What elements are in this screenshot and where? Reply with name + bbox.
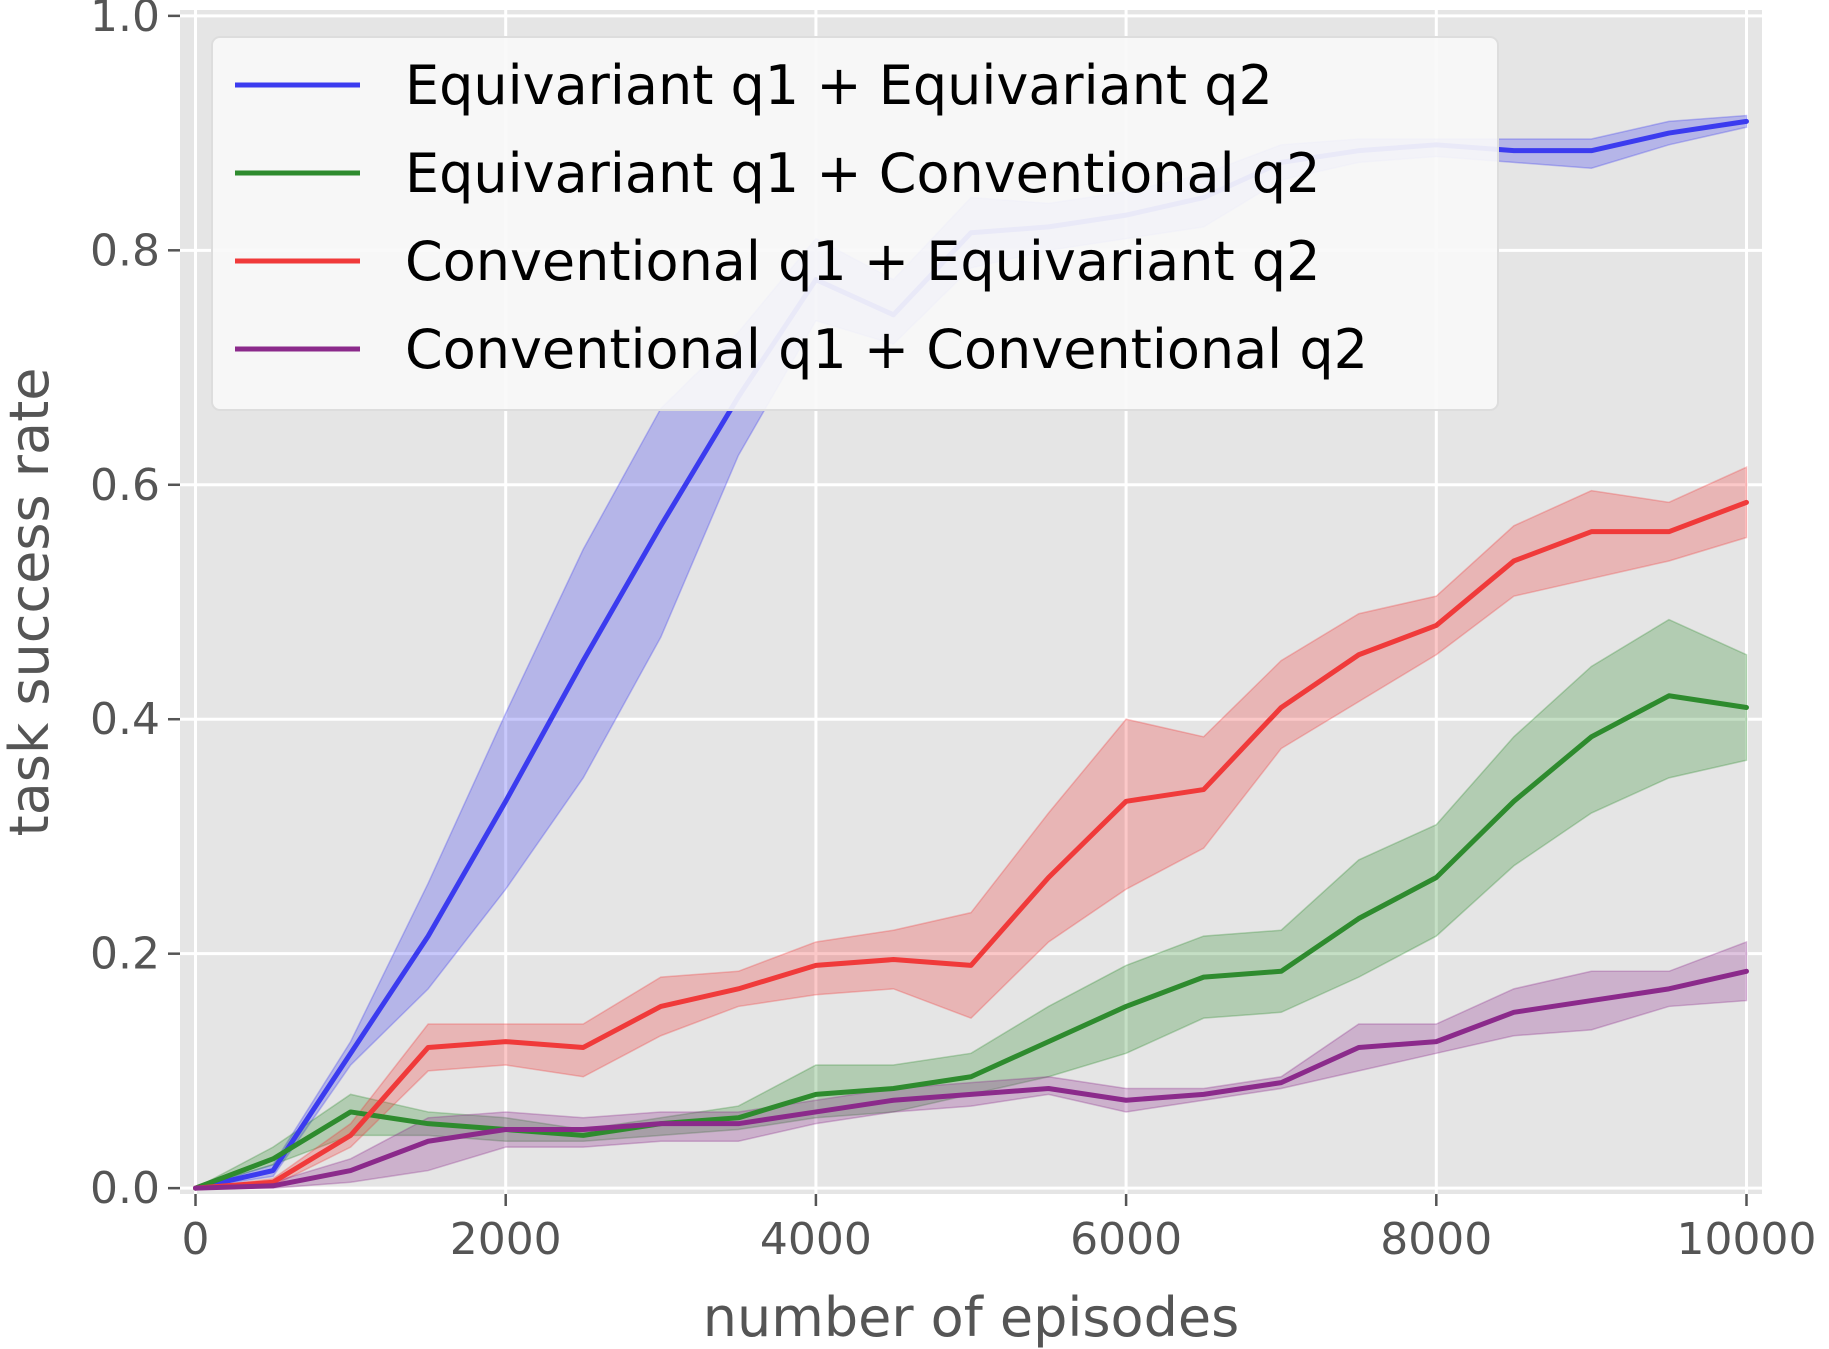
series-line-equivariant-q1-conventional-q2 (193, 693, 1749, 1191)
y-tick-label: 0.2 (90, 929, 160, 980)
x-axis-label: number of episodes (703, 1286, 1239, 1349)
x-tick-label: 10000 (1676, 1214, 1816, 1265)
legend-box (211, 36, 1499, 411)
legend-label-equivariant-q1-conventional-q2: Equivariant q1 + Conventional q2 (405, 142, 1320, 205)
x-tick-label: 4000 (760, 1214, 872, 1265)
series-line-conventional-q1-conventional-q2 (193, 968, 1749, 1191)
y-tick-label: 0.4 (90, 694, 160, 745)
y-tick-label: 1.0 (90, 0, 160, 42)
y-tick-label: 0.8 (90, 225, 160, 276)
x-tick-label: 2000 (450, 1214, 562, 1265)
y-axis-label: task success rate (0, 368, 61, 837)
y-tick-label: 0.0 (90, 1163, 160, 1214)
y-tick-label: 0.6 (90, 460, 160, 511)
legend-label-equivariant-q1-equivariant-q2: Equivariant q1 + Equivariant q2 (405, 54, 1273, 117)
legend: Equivariant q1 + Equivariant q2 Equivaria… (211, 36, 1499, 411)
legend-label-conventional-q1-equivariant-q2: Conventional q1 + Equivariant q2 (405, 230, 1320, 293)
x-tick-label: 8000 (1380, 1214, 1492, 1265)
y-axis-ticks: 0.0 0.2 0.4 0.6 0.8 1.0 (90, 0, 180, 1214)
series-line-conventional-q1-equivariant-q2 (193, 499, 1749, 1191)
legend-label-conventional-q1-conventional-q2: Conventional q1 + Conventional q2 (405, 318, 1368, 381)
x-axis-ticks: 0 2000 4000 6000 8000 10000 (182, 1194, 1816, 1265)
x-tick-label: 6000 (1070, 1214, 1182, 1265)
x-tick-label: 0 (182, 1214, 210, 1265)
